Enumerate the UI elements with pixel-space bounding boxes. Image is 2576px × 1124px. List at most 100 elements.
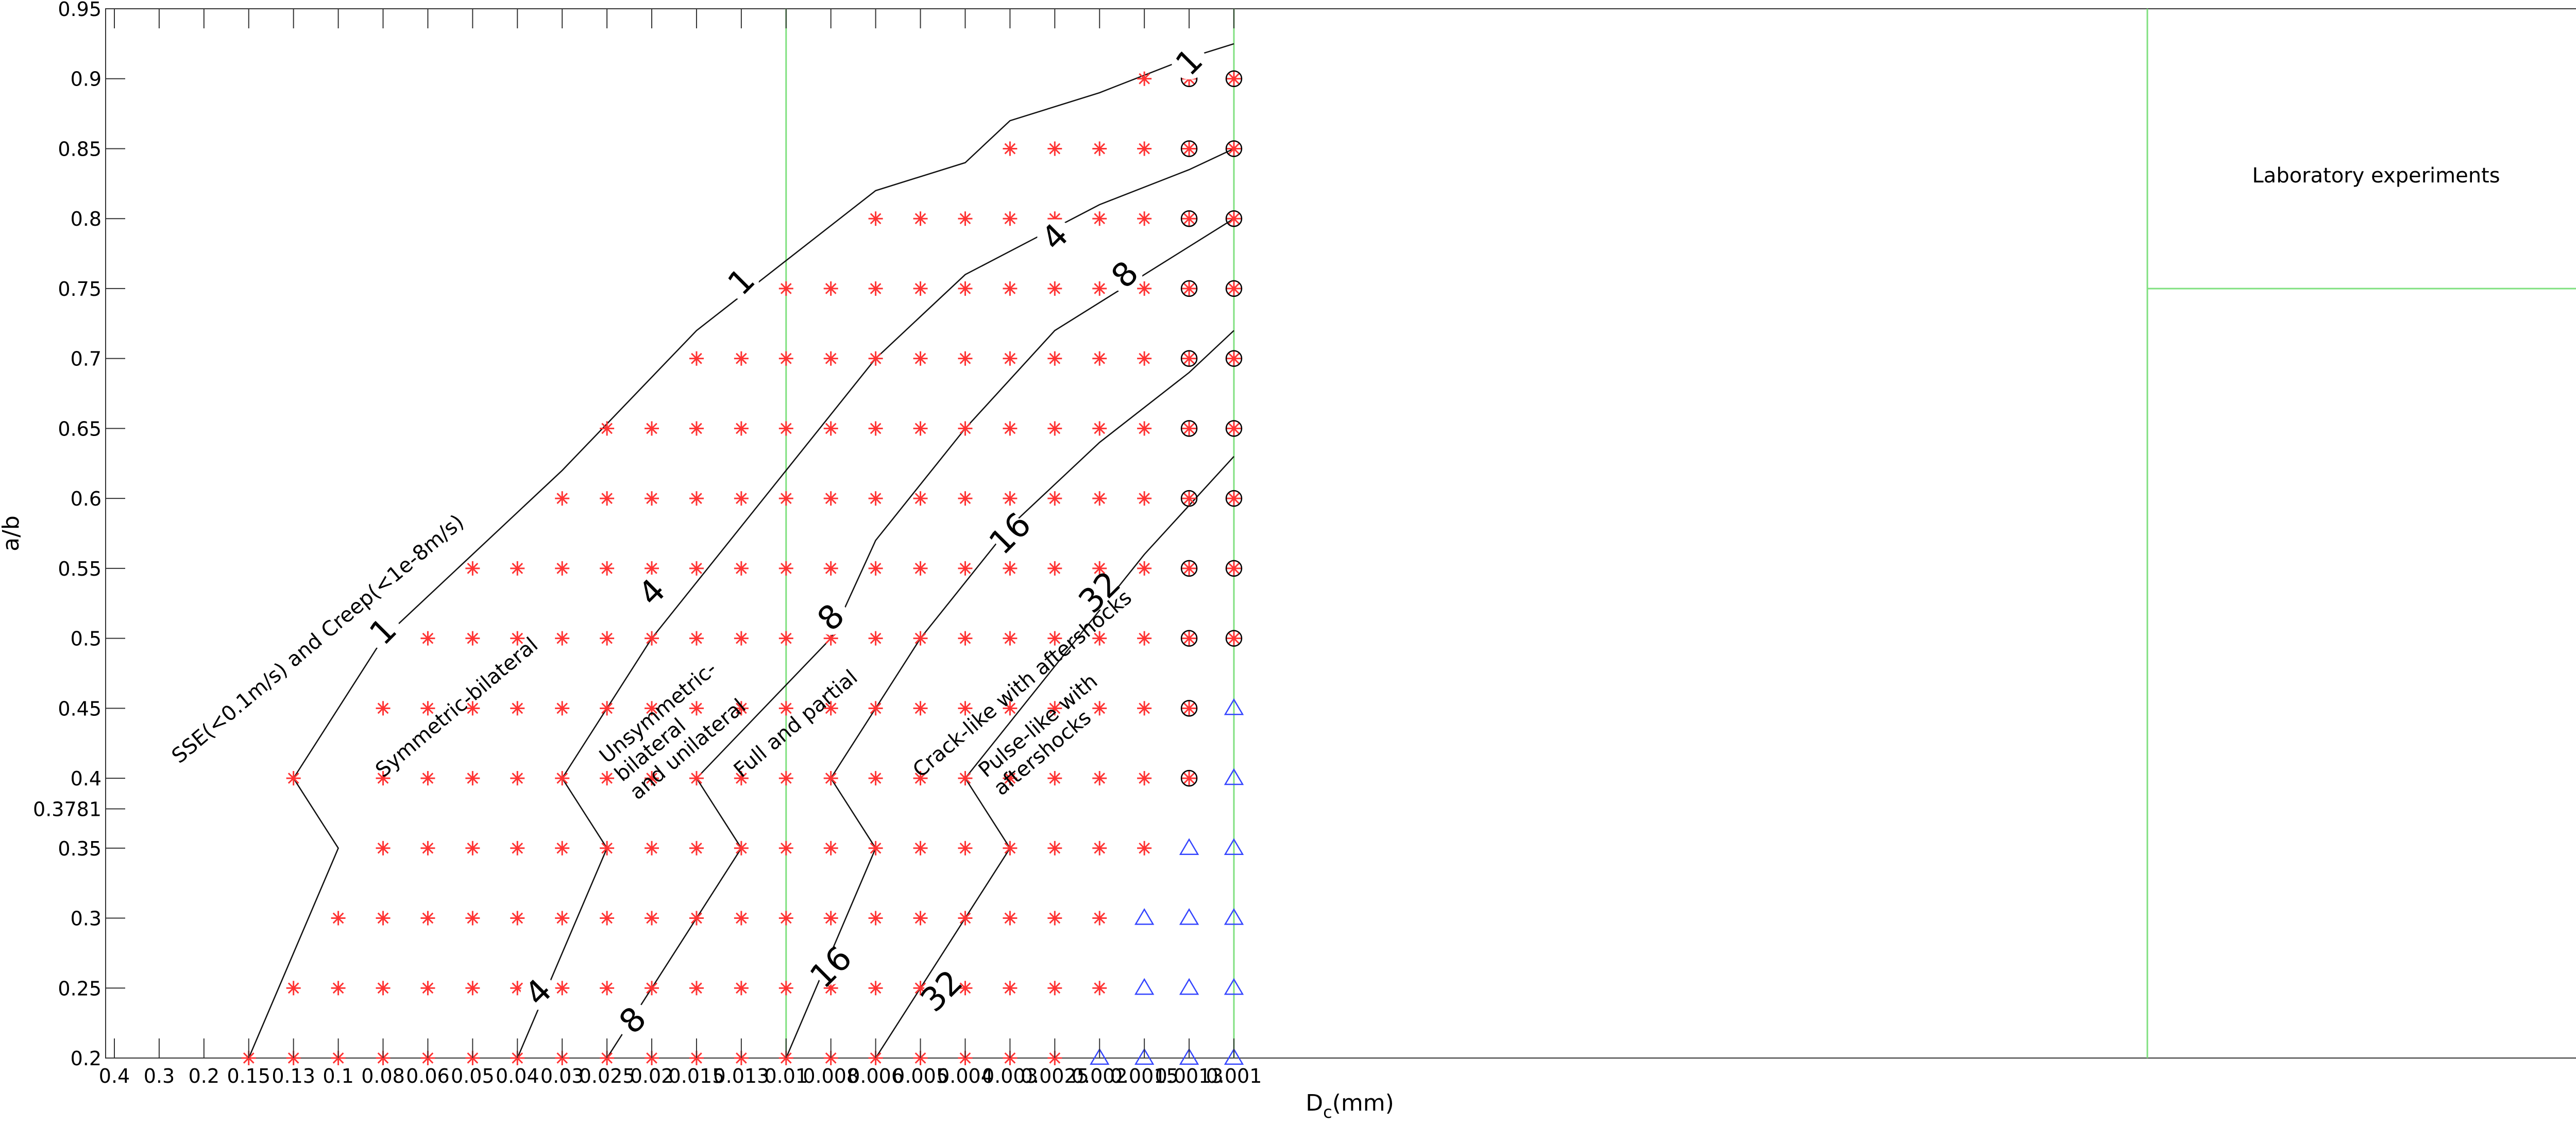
point-red-asterisk <box>1003 211 1018 226</box>
point-red-asterisk <box>1047 141 1062 156</box>
y-tick-label: 0.2 <box>71 1047 101 1070</box>
point-red-asterisk <box>778 491 793 506</box>
point-red-asterisk <box>1227 211 1241 226</box>
point-red-asterisk <box>645 561 659 576</box>
point-red-asterisk <box>778 841 793 855</box>
point-red-asterisk <box>778 701 793 716</box>
contour-label-bg <box>813 949 849 985</box>
point-red-asterisk <box>958 841 973 855</box>
point-red-asterisk <box>1227 491 1241 506</box>
point-red-asterisk <box>1003 281 1018 296</box>
y-tick-label: 0.45 <box>58 697 101 720</box>
point-red-asterisk <box>823 351 838 366</box>
point-red-asterisk <box>1003 631 1018 646</box>
point-red-asterisk <box>331 911 346 926</box>
point-red-asterisk <box>734 841 749 855</box>
contour-label: 16 <box>982 506 1039 562</box>
point-red-asterisk <box>778 561 793 576</box>
point-blue-triangle <box>1224 698 1244 715</box>
point-red-asterisk <box>823 841 838 855</box>
region-annotations: SSE(<0.1m/s) and Creep(<1e-8m/s)Symmetri… <box>167 510 1137 804</box>
point-red-asterisk <box>600 561 615 576</box>
point-red-asterisk <box>1047 561 1062 576</box>
point-black-circle <box>1180 140 1198 157</box>
contour-line-1 <box>248 43 1234 1059</box>
point-red-asterisk <box>958 421 973 436</box>
point-red-asterisk <box>1003 421 1018 436</box>
point-black-circle <box>1180 560 1198 577</box>
region-annotation: Unsymmetric-bilateraland unilateral <box>595 657 752 804</box>
y-tick-label: 0.9 <box>71 68 101 91</box>
y-tick-label: 0.65 <box>58 417 101 440</box>
point-black-circle <box>1180 420 1198 437</box>
point-red-asterisk <box>1182 491 1197 506</box>
point-red-asterisk <box>1092 561 1107 576</box>
point-black-circle <box>1225 210 1243 227</box>
point-red-asterisk <box>823 631 838 646</box>
y-axis-label: a/b <box>0 515 24 551</box>
point-red-asterisk <box>1092 981 1107 996</box>
point-red-asterisk <box>958 281 973 296</box>
x-tick-label: 0.0025 <box>1021 1065 1089 1087</box>
point-red-asterisk <box>1003 561 1018 576</box>
x-tick-label: 0.013 <box>713 1065 769 1087</box>
point-red-asterisk <box>645 631 659 646</box>
point-red-asterisk <box>600 841 615 855</box>
point-red-asterisk <box>1227 281 1241 296</box>
point-red-asterisk <box>913 211 928 226</box>
point-red-asterisk <box>645 981 659 996</box>
point-red-asterisk <box>1137 491 1152 506</box>
point-blue-triangle <box>1179 978 1199 995</box>
point-red-asterisk <box>376 981 391 996</box>
point-red-asterisk <box>778 981 793 996</box>
point-blue-triangle <box>1134 908 1155 925</box>
point-red-asterisk <box>823 561 838 576</box>
point-red-asterisk <box>376 701 391 716</box>
point-blue-triangle <box>1224 768 1244 785</box>
point-red-asterisk <box>1047 771 1062 786</box>
point-red-asterisk <box>868 211 883 226</box>
point-blue-triangle <box>1179 1048 1199 1065</box>
point-red-asterisk <box>645 491 659 506</box>
x-tick-label: 0.004 <box>937 1065 993 1087</box>
point-black-circle <box>1180 769 1198 787</box>
point-red-asterisk <box>823 281 838 296</box>
x-axis-label: Dc(mm) <box>1306 1090 1394 1122</box>
point-red-asterisk <box>958 771 973 786</box>
x-tick-label: 0.002 <box>1072 1065 1128 1087</box>
point-black-circle <box>1225 490 1243 507</box>
point-red-asterisk <box>645 841 659 855</box>
point-blue-triangle <box>1224 908 1244 925</box>
data-points <box>241 70 1244 1065</box>
point-red-asterisk <box>868 771 883 786</box>
point-red-asterisk <box>1092 211 1107 226</box>
point-black-circle <box>1180 490 1198 507</box>
x-tick-label: 0.006 <box>848 1065 904 1087</box>
y-tick-label: 0.3781 <box>33 798 101 821</box>
point-red-asterisk <box>823 491 838 506</box>
point-red-asterisk <box>465 771 480 786</box>
x-tick-label: 0.13 <box>272 1065 315 1087</box>
point-red-asterisk <box>868 631 883 646</box>
point-red-asterisk <box>734 351 749 366</box>
inset-label: Laboratory experiments <box>2252 164 2500 188</box>
point-red-asterisk <box>1182 211 1197 226</box>
point-red-asterisk <box>689 771 704 786</box>
point-blue-triangle <box>1134 978 1155 995</box>
x-tick-label: 0.008 <box>803 1065 859 1087</box>
point-red-asterisk <box>868 491 883 506</box>
point-red-asterisk <box>689 841 704 855</box>
y-tick-label: 0.5 <box>71 628 101 650</box>
contour-label-bg <box>1082 575 1117 610</box>
point-red-asterisk <box>420 701 435 716</box>
point-red-asterisk <box>1003 771 1018 786</box>
point-red-asterisk <box>1137 141 1152 156</box>
plot-frame <box>105 8 2576 1059</box>
contour-line-8 <box>606 218 1234 1059</box>
point-red-asterisk <box>1047 701 1062 716</box>
point-red-asterisk <box>600 771 615 786</box>
point-red-asterisk <box>1182 771 1197 786</box>
point-red-asterisk <box>420 631 435 646</box>
point-red-asterisk <box>555 771 570 786</box>
